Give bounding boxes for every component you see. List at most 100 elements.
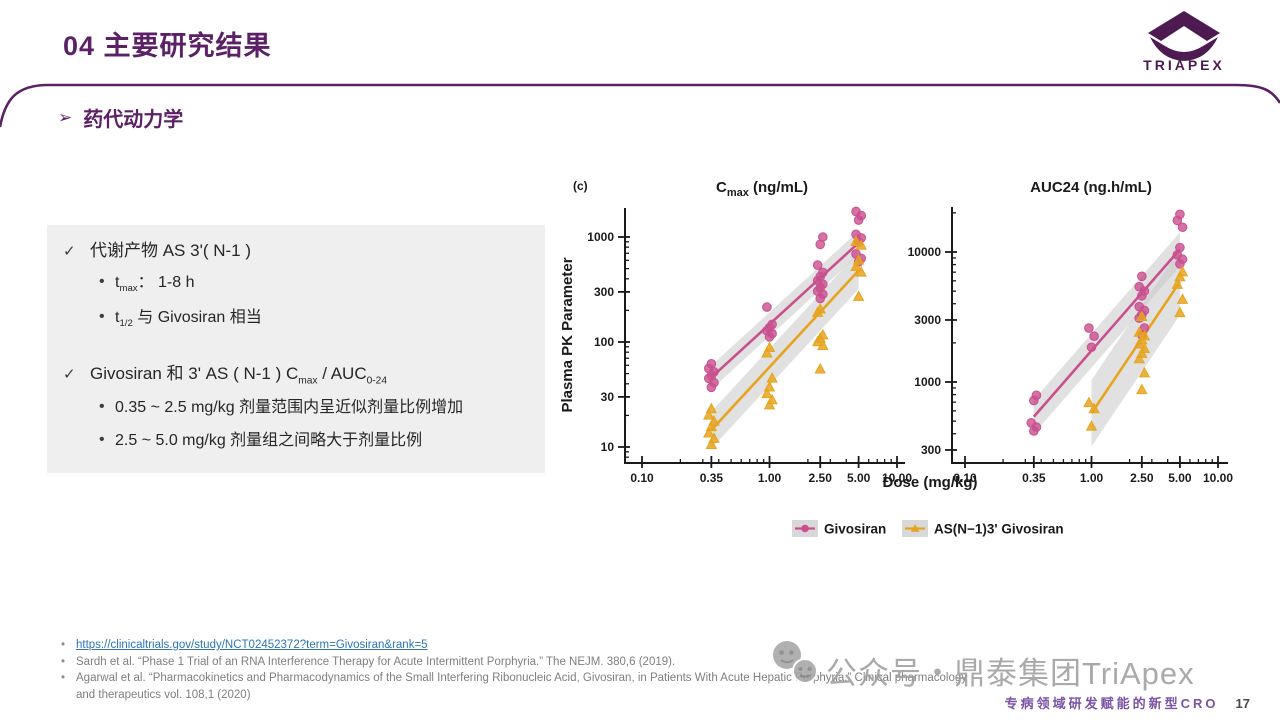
x-tick-label: 0.10 [630,471,654,485]
data-point-triangle [703,409,715,420]
data-point-triangle [705,402,718,414]
plot-title: AUC24 (ng.h/mL) [1030,179,1152,196]
fit-line [710,269,860,431]
key-points-box: ✓ 代谢产物 AS 3'( N-1 ) • tmax： 1-8 h • t1/2 与 Gi… [47,225,545,473]
logo-text: TRIAPEX [1143,57,1225,73]
data-point-triangle [1174,270,1186,282]
data-point-triangle [705,420,718,432]
legend-marker-triangle [910,524,920,532]
data-point-circle [1026,418,1037,428]
infobox-item: ✓ Givosiran 和 3' AS ( N-1 ) Cmax / AUC0-2… [47,363,545,388]
data-point-triangle [850,260,862,272]
data-point-circle [1086,342,1097,353]
data-point-circle [1134,301,1145,312]
plot-title: Cmax (ng/mL) [716,179,808,199]
y-tick-label: 3000 [914,313,941,327]
data-point-triangle [763,341,776,353]
reference-item: • Sardh et al. “Phase 1 Trial of an RNA I… [61,654,981,671]
page-title: 04 主要研究结果 [63,31,272,61]
infobox-item-text: 0.35 ~ 2.5 mg/kg 剂量范围内呈近似剂量比例增加 [115,399,464,417]
data-point-triangle [766,372,778,383]
data-point-triangle [703,426,715,438]
infobox-item-text: Givosiran 和 3' AS ( N-1 ) Cmax / AUC0-24 [90,364,387,387]
data-point-triangle [814,362,826,374]
data-point-circle [851,206,861,217]
x-tick-label: 0.35 [1022,471,1046,485]
wechat-icon [773,641,818,684]
data-point-circle [706,358,717,369]
data-point-circle [1089,331,1099,342]
fit-line [710,241,860,379]
data-point-triangle [1171,278,1184,289]
data-point-triangle [852,253,865,265]
footer-tagline: 专病领域研发赋能的新型CRO [1004,696,1219,711]
data-point-circle [818,267,828,278]
data-point-triangle [761,346,773,358]
check-icon: ✓ [63,366,76,384]
data-point-triangle [705,438,718,449]
header-divider-line [0,83,1280,128]
infobox-item: ✓ 代谢产物 AS 3'( N-1 ) [47,240,545,263]
reference-text: Sardh et al. “Phase 1 Trial of an RNA In… [76,655,676,668]
data-point-circle [1031,390,1042,401]
bullet-icon: • [99,272,105,290]
data-point-triangle [708,432,720,443]
x-tick-label: 10.00 [882,471,912,485]
infobox-item-text: tmax： 1-8 h [115,273,195,295]
infobox-item-text: 代谢产物 AS 3'( N-1 ) [90,241,251,260]
check-icon: ✓ [63,243,76,260]
data-point-triangle [855,266,867,277]
data-point-triangle [708,415,720,426]
infobox-item: • 2.5 ~ 5.0 mg/kg 剂量组之间略大于剂量比例 [47,430,545,452]
data-point-circle [812,260,823,270]
data-point-triangle [1085,420,1098,431]
data-point-triangle [817,328,829,340]
reference-link[interactable]: https://clinicaltrials.gov/study/NCT0245… [76,639,428,651]
data-point-triangle [1176,293,1189,304]
reference-item: • Agarwal et al. “Pharmacokinetics and Ph… [61,670,981,703]
y-tick-label: 1000 [587,230,614,244]
data-point-triangle [1174,306,1186,318]
data-point-triangle [814,302,826,314]
y-tick-label: 300 [921,443,941,457]
legend-label: Givosiran [824,522,886,537]
reference-text: Agarwal et al. “Pharmacokinetics and Pha… [76,672,968,701]
panel-label: (c) [573,179,588,193]
watermark: 公众号・鼎泰集团TriApex [770,640,1195,693]
legend-label: AS(N−1)3' Givosiran [934,522,1064,537]
y-tick-label: 1000 [914,375,941,389]
y-tick-label: 100 [594,335,614,349]
y-tick-label: 30 [601,390,615,404]
references-list: • https://clinicaltrials.gov/study/NCT024… [61,637,981,703]
x-tick-label: 2.50 [809,471,833,485]
infobox-item: • tmax： 1-8 h [47,272,545,296]
data-point-triangle [761,387,773,399]
reference-item: • https://clinicaltrials.gov/study/NCT024… [61,637,981,654]
pk-figure: 10 30 100 300 1000 0.10 0.35 1.00 2.50 5.00 10.00 C… [550,170,1250,560]
data-point-circle [762,302,772,312]
x-tick-label: 5.00 [847,471,871,485]
data-point-circle [1084,323,1094,333]
data-point-triangle [766,393,778,405]
data-point-circle [1177,222,1188,233]
bullet-icon: • [99,430,105,448]
section-heading-row: ➢ 药代动力学 [58,103,183,132]
data-point-triangle [1083,396,1095,408]
data-point-triangle [850,235,862,247]
logo-gem-bottom [1150,37,1218,61]
x-tick-label: 10.00 [1203,471,1233,485]
watermark-text: 公众号・鼎泰集团TriApex [826,656,1195,691]
logo-gem-top [1148,11,1220,41]
infobox-item-text: t1/2 与 Givosiran 相当 [115,309,262,330]
data-point-triangle [1136,310,1148,322]
data-point-triangle [1088,402,1100,414]
fit-line [1032,248,1181,418]
footer: 专病领域研发赋能的新型CRO 17 [1005,693,1250,712]
x-tick-label: 1.00 [1080,471,1104,485]
legend-marker-circle [801,524,809,533]
data-point-triangle [1133,326,1145,337]
pk-scatter-chart: 10 30 100 300 1000 0.10 0.35 1.00 2.50 5.00 10.00 C… [559,179,1233,537]
data-point-circle [767,319,777,330]
data-point-circle [1175,209,1185,220]
